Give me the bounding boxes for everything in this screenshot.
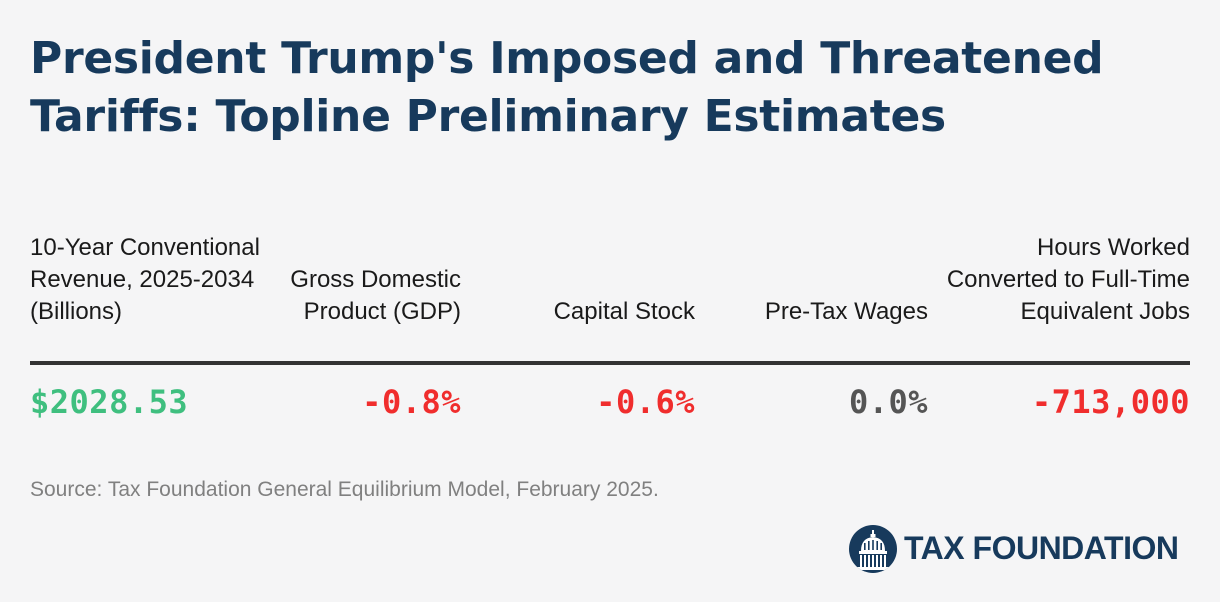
tax-foundation-logo: TAX FOUNDATION (848, 520, 1192, 576)
values-row: $2028.53 -0.8% -0.6% 0.0% -713,000 (30, 380, 1190, 424)
header-divider (30, 361, 1190, 365)
chart-title: President Trump's Imposed and Threatened… (30, 33, 1104, 142)
value-gdp: -0.8% (362, 383, 461, 421)
column-header-capital-stock: Capital Stock (553, 298, 695, 325)
estimates-table: 10-Year Conventional Revenue, 2025-2034 … (30, 220, 1190, 421)
value-jobs: -713,000 (1031, 383, 1190, 421)
value-capital-stock: -0.6% (596, 383, 695, 421)
capitol-dome-icon (849, 525, 897, 573)
value-wages: 0.0% (848, 383, 928, 421)
column-header-jobs: Hours Worked Converted to Full-Time Equi… (946, 234, 1190, 325)
logo-wordmark: TAX FOUNDATION (904, 530, 1179, 566)
column-header-wages: Pre-Tax Wages (764, 298, 928, 325)
column-header-revenue: 10-Year Conventional Revenue, 2025-2034 … (30, 234, 260, 325)
value-revenue: $2028.53 (30, 383, 189, 421)
header-row: 10-Year Conventional Revenue, 2025-2034 … (30, 220, 1190, 346)
column-header-gdp: Gross Domestic Product (GDP) (290, 266, 461, 325)
source-note: Source: Tax Foundation General Equilibri… (30, 478, 659, 501)
